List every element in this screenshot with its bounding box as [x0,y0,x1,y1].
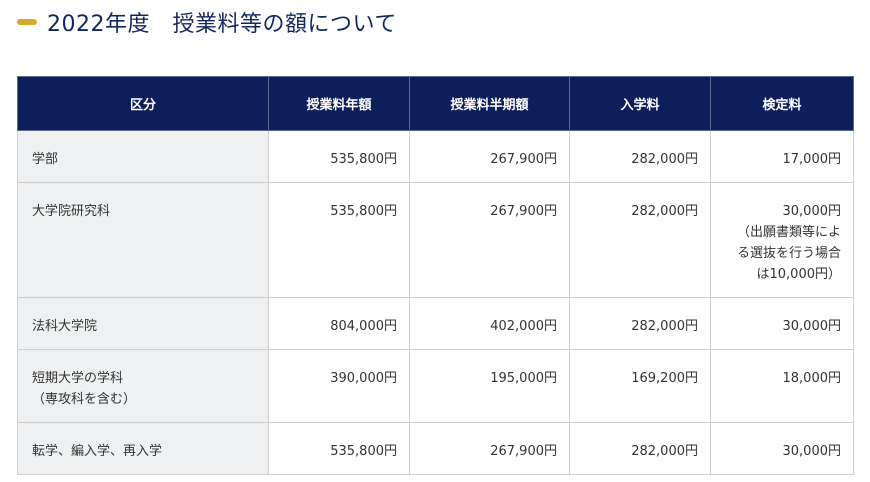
half-tuition-cell: 402,000円 [409,297,570,350]
table-row: 法科大学院 804,000円 402,000円 282,000円 30,000円 [17,297,854,350]
section-heading: 2022年度 授業料等の額について [17,6,397,38]
page-title: 2022年度 授業料等の額について [47,12,397,37]
exam-fee-cell: 18,000円 [710,349,854,423]
admission-fee-cell: 282,000円 [569,422,711,475]
exam-fee-note: （出願書類等による選抜を行う場合は10,000円） [736,225,841,282]
table-header-row: 区分 授業料年額 授業料半期額 入学料 検定料 [17,76,854,131]
annual-tuition-cell: 804,000円 [268,297,410,350]
category-label: 転学、編入学、再入学 [32,444,163,459]
exam-fee-cell: 30,000円 （出願書類等による選抜を行う場合は10,000円） [710,182,854,298]
category-label: 大学院研究科 [32,204,111,219]
admission-fee-cell: 282,000円 [569,182,711,298]
category-label: 短期大学の学科 [32,371,124,386]
table-row: 短期大学の学科 （専攻科を含む） 390,000円 195,000円 169,2… [17,349,854,423]
tuition-fee-table: 区分 授業料年額 授業料半期額 入学料 検定料 学部 535,800円 267,… [17,76,854,475]
row-category: 短期大学の学科 （専攻科を含む） [17,349,269,423]
annual-tuition-cell: 390,000円 [268,349,410,423]
admission-fee-cell: 282,000円 [569,297,711,350]
annual-tuition-cell: 535,800円 [268,422,410,475]
column-header-exam-fee: 検定料 [710,76,854,131]
heading-accent-bar [17,19,37,25]
annual-tuition-cell: 535,800円 [268,130,410,183]
category-label: 法科大学院 [32,319,98,334]
half-tuition-cell: 267,900円 [409,130,570,183]
column-header-half-tuition: 授業料半期額 [409,76,570,131]
annual-tuition-cell: 535,800円 [268,182,410,298]
row-category: 学部 [17,130,269,183]
table-row: 学部 535,800円 267,900円 282,000円 17,000円 [17,130,854,183]
half-tuition-cell: 195,000円 [409,349,570,423]
category-label: 学部 [32,152,59,167]
column-header-category: 区分 [17,76,269,131]
row-category: 法科大学院 [17,297,269,350]
column-header-admission-fee: 入学料 [569,76,711,131]
table-row: 大学院研究科 535,800円 267,900円 282,000円 30,000… [17,182,854,298]
row-category: 大学院研究科 [17,182,269,298]
half-tuition-cell: 267,900円 [409,182,570,298]
admission-fee-cell: 282,000円 [569,130,711,183]
half-tuition-cell: 267,900円 [409,422,570,475]
table-row: 転学、編入学、再入学 535,800円 267,900円 282,000円 30… [17,422,854,475]
exam-fee-cell: 30,000円 [710,297,854,350]
exam-fee-cell: 17,000円 [710,130,854,183]
column-header-annual-tuition: 授業料年額 [268,76,410,131]
category-note: （専攻科を含む） [32,392,137,407]
exam-fee-value: 30,000円 [782,204,842,219]
admission-fee-cell: 169,200円 [569,349,711,423]
exam-fee-cell: 30,000円 [710,422,854,475]
row-category: 転学、編入学、再入学 [17,422,269,475]
